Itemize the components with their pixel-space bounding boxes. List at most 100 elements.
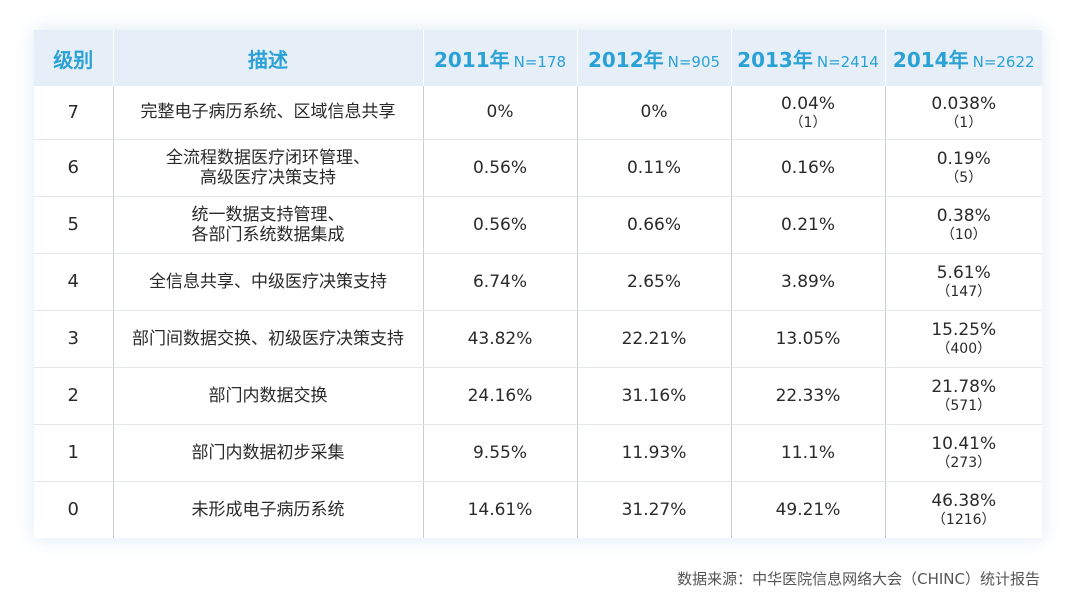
percent-value: 15.25% — [931, 320, 997, 340]
level-value: 6 — [67, 157, 79, 178]
desc-cell: 完整电子病历系统、区域信息共享 — [113, 86, 424, 140]
level-value: 0 — [67, 499, 79, 521]
percent-value: 11.1% — [780, 442, 835, 463]
percent-value: 2.65% — [626, 271, 681, 292]
level-cell: 7 — [34, 86, 114, 140]
level-cell: 6 — [34, 139, 114, 197]
table-row: 1 部门内数据初步采集 9.55% 11.93% 11.1% 10.41% （273） — [34, 424, 1042, 482]
cell-2013: 11.1% — [731, 424, 886, 482]
cell-2011: 6.74% — [423, 253, 578, 311]
desc-line-1: 全信息共享、中级医疗决策支持 — [149, 271, 387, 292]
percent-value: 6.74% — [472, 271, 527, 292]
cell-2013: 0.21% — [731, 196, 886, 254]
level-value: 2 — [67, 385, 79, 406]
cell-2011: 14.61% — [423, 481, 578, 538]
cell-2011: 0% — [423, 86, 578, 140]
cell-2014: 21.78% （571） — [885, 367, 1042, 425]
header-2011: 2011年 N=178 — [423, 30, 578, 86]
level-value: 7 — [67, 101, 79, 123]
count-value: （147） — [936, 284, 992, 300]
cell-2012: 31.16% — [577, 367, 732, 425]
level-cell: 5 — [34, 196, 114, 254]
desc-cell: 全流程数据医疗闭环管理、 高级医疗决策支持 — [113, 139, 424, 197]
percent-value: 0% — [486, 102, 514, 123]
cell-2013: 0.16% — [731, 139, 886, 197]
cell-2012: 0.66% — [577, 196, 732, 254]
percent-value: 0.56% — [472, 157, 527, 178]
cell-2014: 46.38% （1216） — [885, 481, 1042, 538]
table-row: 3 部门间数据交换、初级医疗决策支持 43.82% 22.21% 13.05% 15.25… — [34, 310, 1042, 368]
percent-value: 22.21% — [621, 328, 687, 349]
count-value: （10） — [940, 227, 987, 243]
table-row: 5 统一数据支持管理、 各部门系统数据集成 0.56% 0.66% 0.21% 0.38% （… — [34, 196, 1042, 254]
percent-value: 49.21% — [775, 499, 841, 520]
table-body: 7 完整电子病历系统、区域信息共享 0% 0% 0.04% （1） 0.038% （1） 6 全流… — [34, 86, 1042, 538]
data-table-card: 级别 描述 2011年 N=178 2012年 N=905 2013年 N=2414 … — [34, 30, 1042, 538]
percent-value: 0.16% — [780, 157, 835, 178]
header-level: 级别 — [34, 30, 114, 86]
percent-value: 0.66% — [626, 214, 681, 235]
count-value: （1） — [945, 114, 983, 131]
percent-value: 5.61% — [936, 263, 991, 283]
cell-2011: 0.56% — [423, 196, 578, 254]
cell-2012: 0% — [577, 86, 732, 140]
desc-cell: 全信息共享、中级医疗决策支持 — [113, 253, 424, 311]
cell-2014: 0.38% （10） — [885, 196, 1042, 254]
count-value: （5） — [945, 170, 983, 186]
desc-line-1: 部门内数据交换 — [208, 385, 328, 406]
cell-2014: 0.19% （5） — [885, 139, 1042, 197]
table-row: 6 全流程数据医疗闭环管理、 高级医疗决策支持 0.56% 0.11% 0.16% 0.19… — [34, 139, 1042, 197]
desc-line-1: 统一数据支持管理、 — [191, 204, 345, 225]
source-note: 数据来源：中华医院信息网络大会（CHINC）统计报告 — [677, 570, 1040, 588]
percent-value: 0.56% — [472, 214, 527, 235]
cell-2013: 13.05% — [731, 310, 886, 368]
cell-2013: 3.89% — [731, 253, 886, 311]
desc-line-1: 完整电子病历系统、区域信息共享 — [140, 102, 396, 123]
percent-value: 9.55% — [472, 442, 527, 463]
cell-2012: 0.11% — [577, 139, 732, 197]
level-value: 5 — [67, 214, 79, 235]
cell-2011: 24.16% — [423, 367, 578, 425]
cell-2013: 22.33% — [731, 367, 886, 425]
level-cell: 0 — [34, 481, 114, 538]
cell-2011: 0.56% — [423, 139, 578, 197]
percent-value: 0% — [640, 102, 668, 123]
count-value: （1） — [789, 114, 827, 131]
cell-2011: 43.82% — [423, 310, 578, 368]
desc-cell: 部门间数据交换、初级医疗决策支持 — [113, 310, 424, 368]
desc-line-1: 部门间数据交换、初级医疗决策支持 — [132, 328, 404, 349]
count-value: （571） — [936, 398, 992, 414]
desc-cell: 部门内数据初步采集 — [113, 424, 424, 482]
percent-value: 3.89% — [780, 271, 835, 292]
desc-line-1: 全流程数据医疗闭环管理、 — [166, 147, 370, 168]
level-cell: 3 — [34, 310, 114, 368]
table-row: 7 完整电子病历系统、区域信息共享 0% 0% 0.04% （1） 0.038% （1） — [34, 86, 1042, 140]
emr-level-table: 级别 描述 2011年 N=178 2012年 N=905 2013年 N=2414 … — [34, 30, 1042, 538]
header-2013: 2013年 N=2414 — [731, 30, 886, 86]
cell-2014: 15.25% （400） — [885, 310, 1042, 368]
percent-value: 0.038% — [931, 93, 997, 114]
percent-value: 0.38% — [936, 206, 991, 226]
cell-2014: 10.41% （273） — [885, 424, 1042, 482]
table-row: 4 全信息共享、中级医疗决策支持 6.74% 2.65% 3.89% 5.61% （147） — [34, 253, 1042, 311]
header-2014: 2014年 N=2622 — [885, 30, 1042, 86]
desc-line-1: 未形成电子病历系统 — [191, 499, 345, 520]
percent-value: 11.93% — [621, 442, 687, 463]
percent-value: 0.11% — [626, 157, 681, 178]
level-cell: 1 — [34, 424, 114, 482]
level-cell: 4 — [34, 253, 114, 311]
cell-2014: 5.61% （147） — [885, 253, 1042, 311]
header-2012: 2012年 N=905 — [577, 30, 732, 86]
cell-2012: 11.93% — [577, 424, 732, 482]
cell-2013: 0.04% （1） — [731, 86, 886, 140]
level-cell: 2 — [34, 367, 114, 425]
count-value: （273） — [936, 455, 992, 471]
level-value: 4 — [67, 271, 79, 292]
desc-cell: 统一数据支持管理、 各部门系统数据集成 — [113, 196, 424, 254]
count-value: （1216） — [931, 512, 996, 529]
percent-value: 0.19% — [936, 149, 991, 169]
level-value: 3 — [67, 328, 79, 349]
level-value: 1 — [67, 442, 79, 463]
percent-value: 31.16% — [621, 385, 687, 406]
percent-value: 46.38% — [931, 491, 997, 512]
